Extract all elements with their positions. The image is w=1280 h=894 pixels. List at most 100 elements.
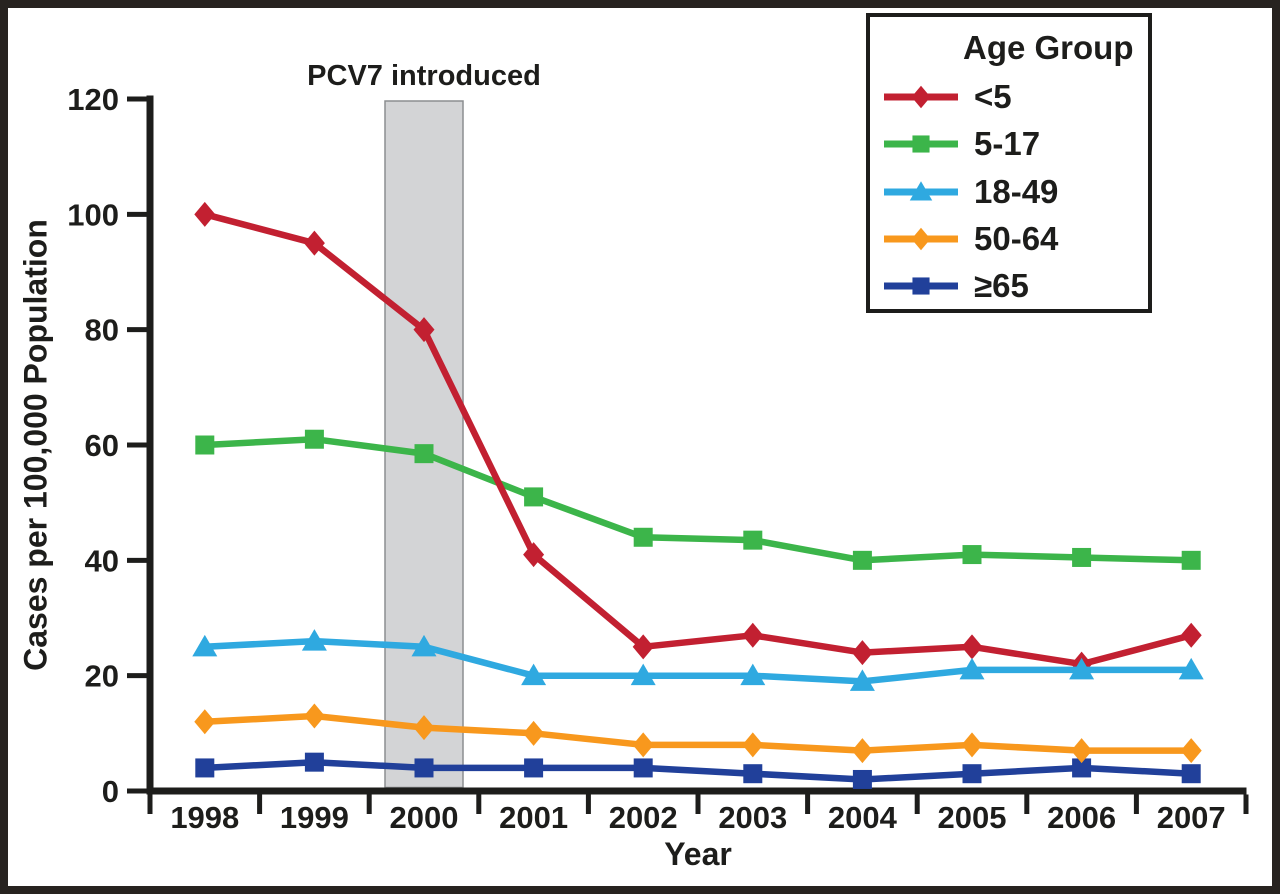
data-point-marker	[743, 764, 763, 784]
x-tick-label: 2002	[609, 800, 678, 835]
data-point-marker	[630, 663, 656, 686]
data-point-marker	[911, 85, 931, 109]
data-point-marker	[632, 634, 654, 660]
data-point-marker	[849, 669, 875, 691]
data-point-marker	[521, 663, 547, 686]
data-point-marker	[1181, 764, 1201, 784]
data-point-marker	[961, 634, 983, 660]
data-point-marker	[1069, 657, 1095, 680]
x-axis-title: Year	[664, 836, 732, 872]
y-axis-title: Cases per 100,000 Population	[17, 219, 54, 671]
data-point-marker	[632, 732, 654, 758]
data-point-marker	[852, 550, 872, 570]
data-point-marker	[195, 758, 215, 778]
data-point-marker	[304, 429, 324, 449]
legend-item-18-49: 18-49	[880, 173, 1059, 210]
legend-item-50-64: 50-64	[880, 220, 1059, 257]
data-point-marker	[909, 181, 933, 201]
data-point-marker	[192, 634, 218, 657]
data-point-marker	[959, 657, 985, 680]
data-point-marker	[851, 640, 873, 666]
y-tick-label: 80	[85, 313, 119, 348]
series-line	[203, 211, 1193, 668]
data-point-marker	[962, 545, 982, 565]
legend-swatch	[884, 135, 958, 153]
data-point-marker	[740, 663, 766, 686]
x-tick-label: 2007	[1157, 800, 1226, 835]
data-point-marker	[742, 732, 764, 758]
data-point-marker	[743, 530, 763, 550]
legend-item-65-plus: ≥65	[880, 267, 1029, 304]
pcv7-annotation-label: PCV7 introduced	[307, 60, 541, 92]
series-65-plus	[195, 752, 1201, 789]
legend-swatch	[884, 277, 958, 295]
x-tick-label: 2005	[938, 800, 1007, 835]
series-50-64	[194, 703, 1202, 764]
data-point-marker	[1071, 738, 1093, 764]
data-point-marker	[303, 703, 325, 729]
legend-swatch	[884, 227, 958, 251]
x-tick-label: 2006	[1047, 800, 1116, 835]
data-point-marker	[1072, 758, 1092, 778]
series-5-17	[195, 429, 1201, 570]
data-point-marker	[961, 732, 983, 758]
data-point-marker	[413, 715, 435, 741]
data-point-marker	[524, 758, 544, 778]
y-tick-label: 60	[85, 428, 119, 463]
y-tick-label: 120	[67, 82, 119, 117]
legend-item-label: 5-17	[974, 125, 1041, 162]
series-line	[204, 712, 1192, 754]
data-point-marker	[1072, 547, 1092, 567]
data-point-marker	[523, 542, 545, 568]
series-line	[204, 637, 1192, 685]
legend-swatch	[884, 85, 958, 109]
data-point-marker	[303, 230, 325, 256]
legend-item-label: 18-49	[974, 173, 1059, 210]
legend: Age Group <5 5-17 18-49 50-64 ≥65	[866, 13, 1152, 313]
data-point-marker	[852, 769, 872, 789]
legend-item-label: <5	[974, 78, 1012, 115]
data-point-marker	[413, 317, 435, 343]
legend-item-under-5: <5	[880, 78, 1012, 115]
data-point-marker	[742, 622, 764, 648]
x-tick-label: 1999	[280, 800, 349, 835]
data-point-marker	[912, 135, 930, 153]
data-point-marker	[194, 201, 216, 227]
data-point-marker	[851, 738, 873, 764]
legend-item-5-17: 5-17	[880, 125, 1041, 162]
data-point-marker	[1178, 657, 1204, 680]
data-point-marker	[1180, 622, 1202, 648]
data-point-marker	[633, 527, 653, 547]
data-point-marker	[414, 758, 434, 778]
x-tick-label: 2004	[828, 800, 898, 835]
series-line	[204, 758, 1192, 783]
data-point-marker	[633, 758, 653, 778]
legend-title: Age Group	[963, 29, 1134, 66]
x-tick-label: 2003	[718, 800, 787, 835]
data-point-marker	[523, 720, 545, 746]
x-tick-label: 1998	[170, 800, 239, 835]
data-point-marker	[912, 277, 930, 295]
y-tick-label: 40	[85, 543, 119, 578]
data-point-marker	[194, 709, 216, 735]
data-point-marker	[962, 764, 982, 784]
series-under-5	[194, 201, 1202, 677]
data-point-marker	[301, 629, 327, 651]
data-point-marker	[414, 444, 434, 464]
series-line	[204, 435, 1192, 564]
legend-item-label: 50-64	[974, 220, 1059, 257]
x-tick-label: 2000	[390, 800, 459, 835]
data-point-marker	[195, 435, 215, 455]
data-point-marker	[524, 487, 544, 507]
y-tick-label: 20	[85, 659, 119, 694]
x-tick-label: 2001	[499, 800, 568, 835]
data-point-marker	[304, 752, 324, 772]
series-18-49	[192, 629, 1204, 691]
legend-item-label: ≥65	[974, 267, 1029, 304]
data-point-marker	[1180, 738, 1202, 764]
legend-swatch	[884, 181, 958, 201]
data-point-marker	[411, 634, 437, 657]
data-point-marker	[1181, 550, 1201, 570]
